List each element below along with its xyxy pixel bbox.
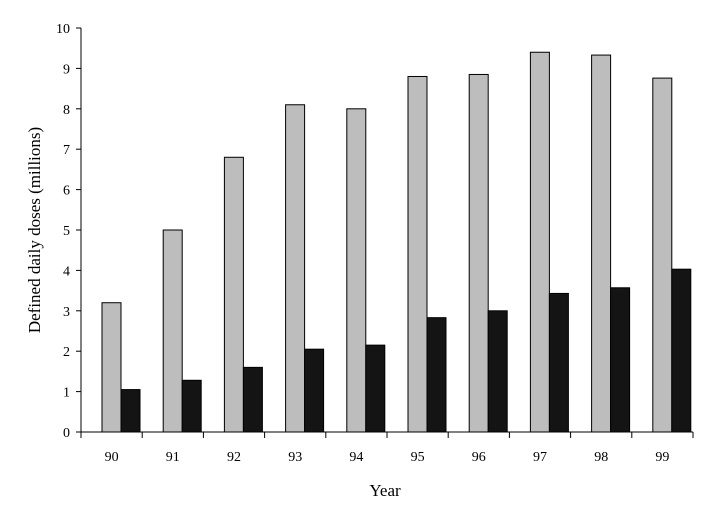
y-tick-label-3: 3 bbox=[63, 305, 70, 320]
bar-93-series-2 bbox=[304, 348, 325, 433]
y-tick-label-4: 4 bbox=[63, 264, 70, 279]
bar-94-series-1 bbox=[346, 108, 367, 433]
x-tick-label-97: 97 bbox=[533, 450, 547, 465]
y-tick-label-1: 1 bbox=[63, 386, 70, 401]
x-axis-title: Year bbox=[369, 481, 401, 500]
y-tick-label-8: 8 bbox=[63, 103, 70, 118]
bar-98-series-2 bbox=[610, 287, 631, 433]
y-tick-label-9: 9 bbox=[63, 62, 70, 77]
y-tick-label-10: 10 bbox=[56, 22, 70, 37]
bar-96-series-1 bbox=[468, 73, 489, 433]
x-tick-label-96: 96 bbox=[472, 450, 486, 465]
x-tick-label-98: 98 bbox=[594, 450, 608, 465]
bar-96-series-2 bbox=[487, 310, 508, 433]
x-tick-label-94: 94 bbox=[349, 450, 363, 465]
bar-97-series-2 bbox=[548, 292, 569, 433]
bar-98-series-1 bbox=[591, 54, 612, 433]
y-tick-label-5: 5 bbox=[63, 224, 70, 239]
y-tick-label-6: 6 bbox=[63, 184, 70, 199]
x-tick-label-91: 91 bbox=[166, 450, 180, 465]
bar-94-series-2 bbox=[365, 344, 386, 433]
x-tick-label-93: 93 bbox=[288, 450, 302, 465]
bar-92-series-1 bbox=[223, 156, 244, 433]
bar-92-series-2 bbox=[242, 366, 263, 433]
bar-95-series-1 bbox=[407, 75, 428, 433]
x-tick-label-95: 95 bbox=[411, 450, 425, 465]
y-tick-label-2: 2 bbox=[63, 345, 70, 360]
bar-91-series-2 bbox=[181, 379, 202, 433]
x-tick-label-90: 90 bbox=[105, 450, 119, 465]
bar-97-series-1 bbox=[529, 51, 550, 433]
x-tick-label-99: 99 bbox=[655, 450, 669, 465]
y-tick-label-7: 7 bbox=[63, 143, 70, 158]
x-tick-label-92: 92 bbox=[227, 450, 241, 465]
y-tick-label-0: 0 bbox=[63, 426, 70, 441]
bar-90-series-1 bbox=[101, 302, 122, 433]
bar-99-series-1 bbox=[652, 77, 673, 433]
plot-area: 0 1 2 3 4 5 6 7 8 9 10 90 91 92 93 94 95 96 97 98 99 bbox=[56, 22, 694, 465]
bar-90-series-2 bbox=[120, 389, 141, 433]
y-axis-title: Defined daily doses (millions) bbox=[25, 127, 44, 333]
bar-93-series-1 bbox=[285, 104, 306, 433]
bar-99-series-2 bbox=[671, 268, 692, 433]
bar-95-series-2 bbox=[426, 317, 447, 433]
bar-91-series-1 bbox=[162, 229, 183, 433]
